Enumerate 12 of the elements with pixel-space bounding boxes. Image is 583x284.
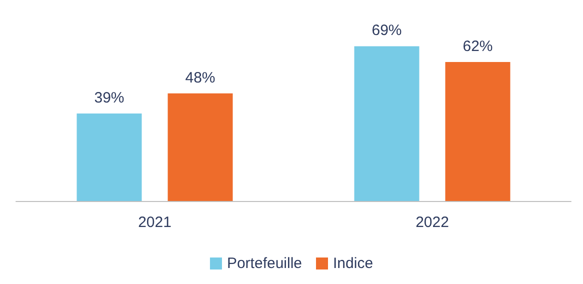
- data-label: 39%: [94, 90, 124, 107]
- bar: [354, 46, 420, 201]
- bar: [168, 93, 233, 201]
- data-label: 69%: [372, 22, 402, 40]
- bar: [445, 62, 510, 201]
- x-tick-label: 2021: [138, 214, 172, 231]
- x-tick-label: 2022: [416, 214, 449, 231]
- legend-label: Portefeuille: [226, 255, 302, 272]
- bar: [76, 114, 142, 201]
- data-label: 62%: [462, 38, 493, 55]
- legend-label: Indice: [333, 255, 374, 272]
- data-label: 48%: [185, 69, 216, 86]
